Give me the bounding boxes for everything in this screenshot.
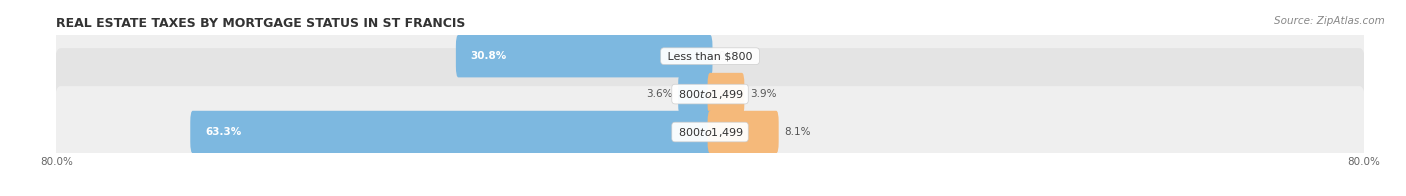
Text: $800 to $1,499: $800 to $1,499	[675, 125, 745, 139]
FancyBboxPatch shape	[53, 9, 1367, 103]
Text: Source: ZipAtlas.com: Source: ZipAtlas.com	[1274, 16, 1385, 26]
Text: 3.6%: 3.6%	[645, 89, 672, 99]
FancyBboxPatch shape	[707, 73, 744, 115]
FancyBboxPatch shape	[456, 35, 713, 77]
FancyBboxPatch shape	[707, 111, 779, 153]
Text: 8.1%: 8.1%	[785, 127, 811, 137]
Text: 30.8%: 30.8%	[471, 51, 506, 61]
Text: $800 to $1,499: $800 to $1,499	[675, 88, 745, 101]
Text: 63.3%: 63.3%	[205, 127, 242, 137]
Text: Less than $800: Less than $800	[664, 51, 756, 61]
FancyBboxPatch shape	[190, 111, 713, 153]
FancyBboxPatch shape	[53, 10, 1367, 102]
FancyBboxPatch shape	[53, 86, 1367, 178]
FancyBboxPatch shape	[53, 48, 1367, 140]
Text: 0.0%: 0.0%	[718, 51, 744, 61]
FancyBboxPatch shape	[678, 73, 713, 115]
FancyBboxPatch shape	[53, 85, 1367, 179]
Text: 3.9%: 3.9%	[749, 89, 776, 99]
Text: REAL ESTATE TAXES BY MORTGAGE STATUS IN ST FRANCIS: REAL ESTATE TAXES BY MORTGAGE STATUS IN …	[56, 17, 465, 30]
FancyBboxPatch shape	[53, 47, 1367, 141]
